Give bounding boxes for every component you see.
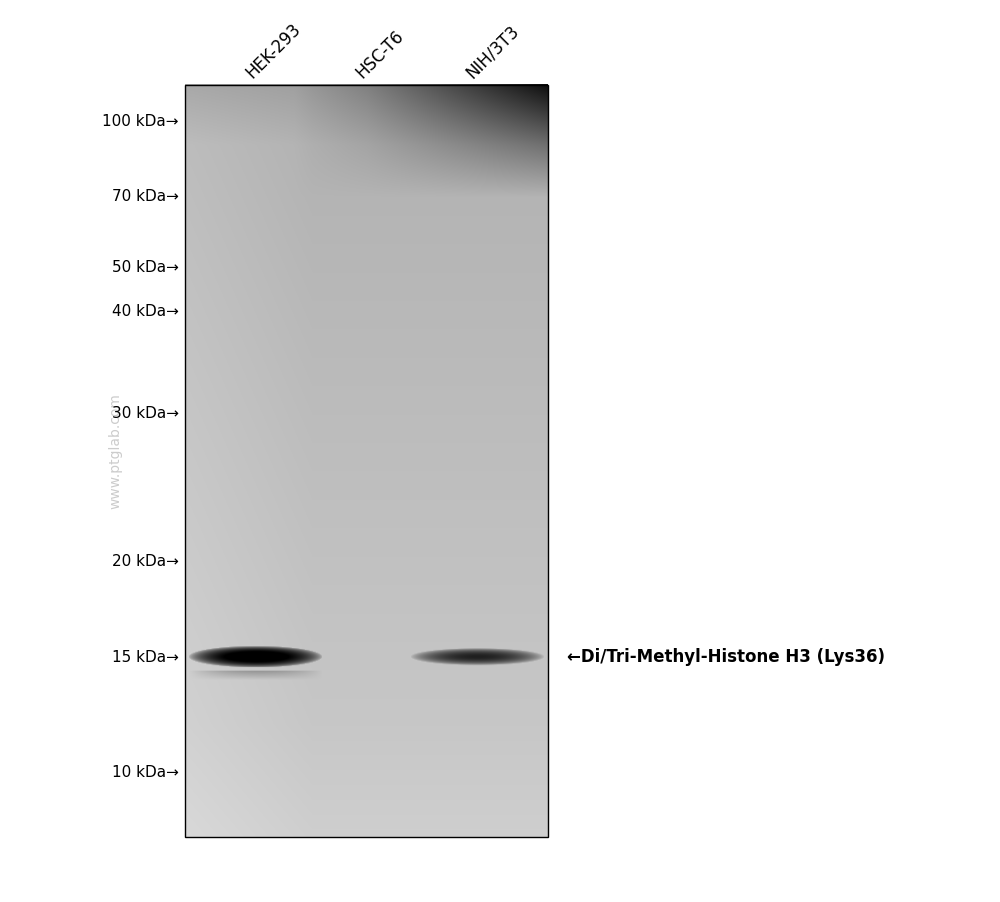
Text: 30 kDa→: 30 kDa→ bbox=[112, 406, 179, 420]
Text: 100 kDa→: 100 kDa→ bbox=[103, 115, 179, 129]
Text: HEK-293: HEK-293 bbox=[242, 20, 304, 82]
Text: www.ptglab.com: www.ptglab.com bbox=[108, 393, 122, 509]
Text: NIH/3T3: NIH/3T3 bbox=[462, 22, 522, 82]
Text: 15 kDa→: 15 kDa→ bbox=[112, 649, 179, 664]
Bar bbox=[185, 86, 548, 837]
Text: 20 kDa→: 20 kDa→ bbox=[112, 554, 179, 568]
Text: HSC-T6: HSC-T6 bbox=[352, 27, 407, 82]
Text: 50 kDa→: 50 kDa→ bbox=[112, 260, 179, 274]
Text: 40 kDa→: 40 kDa→ bbox=[112, 304, 179, 318]
Text: 70 kDa→: 70 kDa→ bbox=[112, 189, 179, 204]
Text: ←Di/Tri-Methyl-Histone H3 (Lys36): ←Di/Tri-Methyl-Histone H3 (Lys36) bbox=[567, 648, 885, 666]
Text: 10 kDa→: 10 kDa→ bbox=[112, 764, 179, 778]
